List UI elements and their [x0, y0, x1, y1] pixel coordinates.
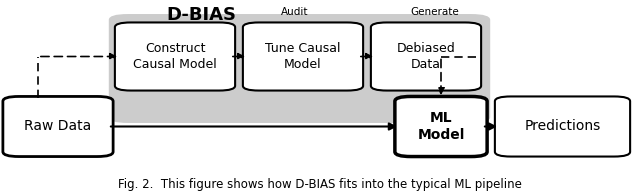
Text: Predictions: Predictions — [524, 119, 600, 134]
FancyBboxPatch shape — [495, 96, 630, 157]
FancyBboxPatch shape — [243, 22, 363, 91]
Text: D-BIAS: D-BIAS — [166, 6, 237, 24]
Text: Debiased
Data: Debiased Data — [397, 42, 456, 70]
FancyBboxPatch shape — [109, 14, 490, 123]
Text: Generate: Generate — [411, 7, 460, 17]
Text: Audit: Audit — [281, 7, 308, 17]
Text: Fig. 2.  This figure shows how D-BIAS fits into the typical ML pipeline: Fig. 2. This figure shows how D-BIAS fit… — [118, 178, 522, 191]
FancyBboxPatch shape — [371, 22, 481, 91]
FancyBboxPatch shape — [3, 96, 113, 157]
Text: Raw Data: Raw Data — [24, 119, 92, 134]
Text: ML
Model: ML Model — [417, 111, 465, 142]
FancyBboxPatch shape — [115, 22, 235, 91]
FancyBboxPatch shape — [395, 96, 487, 157]
Text: Tune Causal
Model: Tune Causal Model — [265, 42, 340, 70]
Text: Construct
Causal Model: Construct Causal Model — [133, 42, 217, 70]
